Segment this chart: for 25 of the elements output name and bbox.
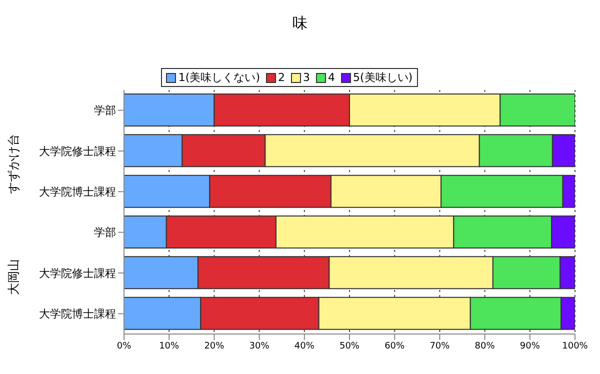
chart-title: 味: [292, 14, 308, 33]
y-tick-label: 大学院修士課程: [39, 266, 116, 280]
x-tick-label: 90%: [520, 341, 540, 352]
x-tick-label: 70%: [430, 341, 450, 352]
x-tick-label: 10%: [159, 341, 180, 352]
legend-label: 2: [278, 71, 285, 84]
x-tick-label: 80%: [474, 341, 496, 352]
x-tick-label: 20%: [204, 341, 225, 352]
x-tick-label: 100%: [562, 341, 588, 352]
x-tick-label: 60%: [384, 341, 406, 352]
y-tick-label: 大学院博士課程: [39, 186, 116, 199]
legend-label: 1(美味しくない): [178, 70, 260, 85]
x-tick-label: 30%: [249, 341, 270, 352]
y-tick-label: 大学院博士課程: [39, 308, 116, 321]
x-tick-label: 50%: [339, 341, 360, 352]
legend-label: 3: [303, 71, 310, 84]
x-tick-label: 40%: [294, 341, 315, 352]
legend-label: 5(美味しい): [353, 70, 413, 85]
y-tick-label: 大学院修士課程: [39, 144, 116, 158]
legend-label: 4: [328, 71, 335, 84]
x-tick-label: 0%: [116, 341, 132, 352]
text: すずかけ台: [6, 134, 22, 194]
text: 大岡山: [6, 259, 22, 296]
y-tick-label: 学部: [94, 104, 116, 118]
y-tick-label: 学部: [94, 226, 116, 240]
